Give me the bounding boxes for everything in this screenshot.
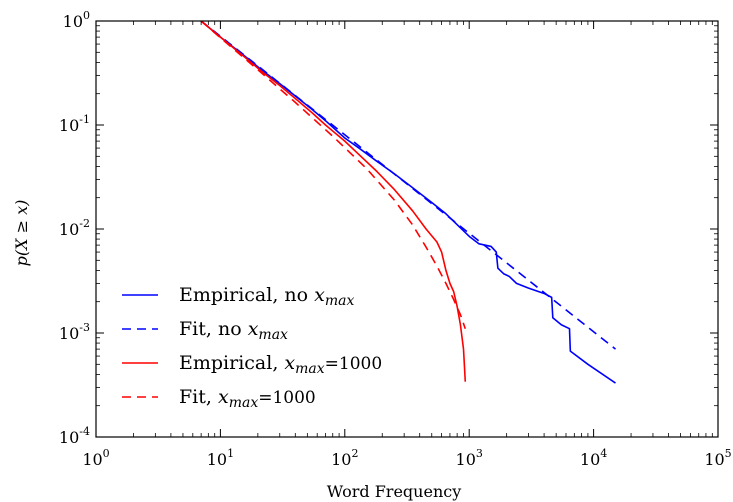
x-tick-label-5: 105 (704, 447, 731, 469)
series-line-3 (200, 21, 467, 329)
plot-area (200, 21, 617, 384)
y-tick-label-2: 10-2 (59, 217, 90, 239)
y-axis-label: p(X ≥ x) (12, 200, 31, 267)
y-tick-label-1: 10-1 (59, 113, 90, 135)
legend: Empirical, no xmax Fit, no xmax Empirical,… (122, 284, 382, 411)
legend-label-1: Fit, no xmax (179, 318, 288, 343)
x-tick-label-2: 102 (331, 447, 358, 469)
series-line-1 (200, 21, 617, 350)
x-axis-label: Word Frequency (327, 482, 462, 501)
legend-label-0: Empirical, no xmax (179, 284, 354, 309)
y-tick-label-0: 100 (63, 9, 90, 31)
legend-label-2: Empirical, xmax=1000 (179, 352, 382, 377)
axes: 100 101 102 103 104 105 100 10-1 10-2 10-3 10-4 Wor… (12, 9, 732, 501)
x-tick-label-3: 103 (456, 447, 483, 469)
y-tick-label-4: 10-4 (59, 425, 90, 447)
x-tick-label-4: 104 (580, 447, 607, 469)
x-tick-label-1: 101 (207, 447, 234, 469)
series-line-2 (200, 21, 467, 382)
x-tick-label-0: 100 (82, 447, 109, 469)
y-tick-label-3: 10-3 (59, 321, 90, 343)
plot-frame (95, 20, 719, 438)
legend-label-3: Fit, xmax=1000 (179, 386, 316, 411)
